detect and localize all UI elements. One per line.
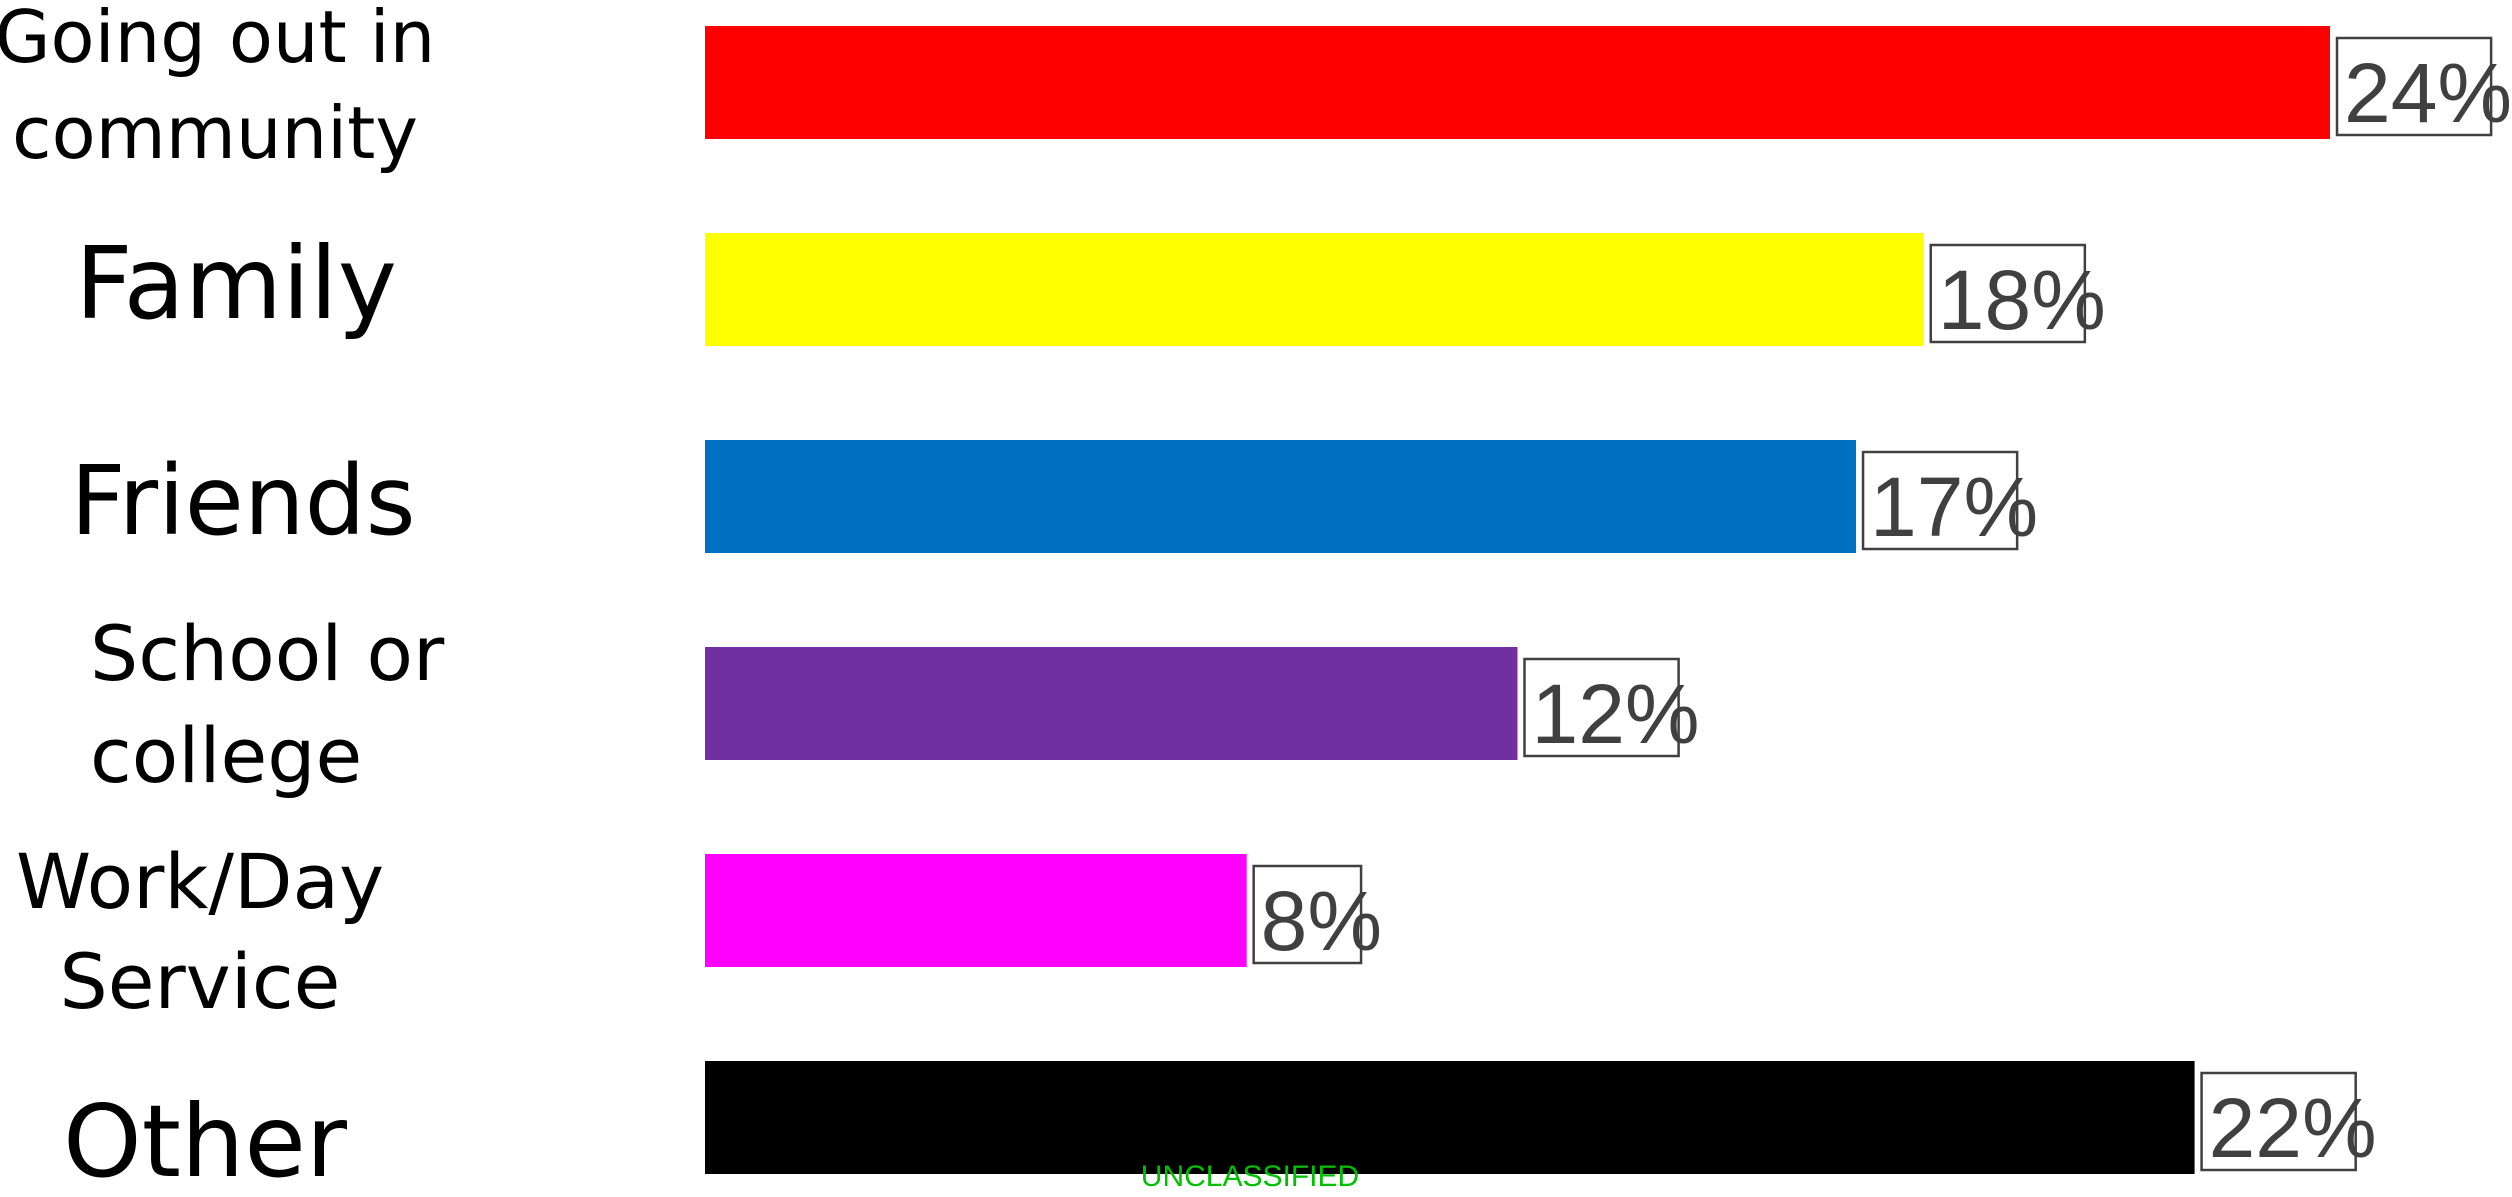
category-label-line: Other <box>63 1083 348 1197</box>
category-label-6: Other <box>63 1083 348 1197</box>
category-label-2: Family <box>75 225 397 342</box>
category-label-5: Work/Day Service <box>16 837 384 1026</box>
data-label-box-3 <box>1861 450 2019 551</box>
data-label-box-2 <box>1929 243 2087 344</box>
bar-5 <box>705 854 1247 967</box>
category-label-line: Going out in <box>0 0 435 79</box>
category-label-line: Friends <box>70 445 415 557</box>
data-label-box-5 <box>1252 864 1363 965</box>
classification-footer: UNCLASSIFIED <box>0 1162 2512 1192</box>
data-label-box-4 <box>1523 657 1680 758</box>
category-label-line: Service <box>60 937 341 1026</box>
data-label-5: 8% <box>1261 874 1382 968</box>
category-label-line: Family <box>75 225 397 342</box>
category-label-line: Work/Day <box>16 837 384 926</box>
category-label-3: Friends <box>70 445 415 557</box>
category-label-1: Going out in community <box>0 0 435 175</box>
data-label-box-6 <box>2200 1071 2357 1172</box>
data-label-6: 22% <box>2209 1081 2377 1175</box>
bar-1 <box>705 26 2330 139</box>
category-label-line: School or <box>90 609 445 698</box>
category-label-4: School or college <box>90 609 445 800</box>
bar-6 <box>705 1061 2195 1174</box>
category-label-line: college <box>90 711 362 800</box>
bar-3 <box>705 440 1857 553</box>
data-label-1: 24% <box>2344 46 2512 140</box>
bar-2 <box>705 233 1924 346</box>
data-label-3: 17% <box>1870 460 2038 554</box>
data-label-box-1 <box>2335 36 2493 137</box>
data-label-2: 18% <box>1938 253 2106 347</box>
category-label-line: community <box>12 91 418 175</box>
data-label-4: 12% <box>1532 667 1700 761</box>
classification-label: UNCLASSIFIED <box>1140 1160 1360 1193</box>
bar-4 <box>705 647 1518 760</box>
